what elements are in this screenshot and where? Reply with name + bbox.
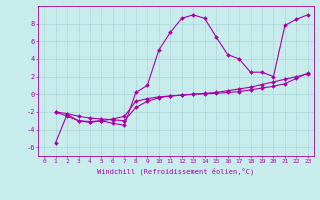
X-axis label: Windchill (Refroidissement éolien,°C): Windchill (Refroidissement éolien,°C) xyxy=(97,167,255,175)
